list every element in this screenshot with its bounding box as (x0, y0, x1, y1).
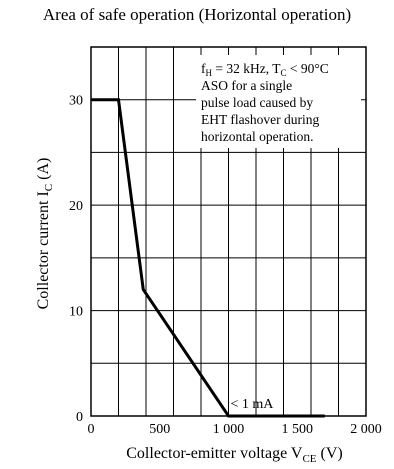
axis-label-part: Collector current I (35, 191, 52, 309)
annotation-box (196, 55, 361, 148)
y-tick-label: 20 (69, 199, 83, 214)
annotation-line: ASO for a single (201, 78, 292, 93)
annotation-segment: pulse load caused by (201, 95, 313, 110)
chart-title: Area of safe operation (Horizontal opera… (42, 5, 352, 24)
x-tick-label: 0 (88, 422, 95, 437)
y-tick-label: 10 (69, 305, 83, 320)
annotation-line: fH = 32 kHz, TC < 90°C (201, 61, 329, 78)
series-layer (91, 98, 325, 418)
x-tick-label: 1 000 (213, 422, 245, 437)
safe-operation-curve (91, 98, 325, 418)
x-axis-label: Collector-emitter voltage VCE (V) (126, 445, 343, 465)
annotation-segment: f (201, 61, 206, 76)
x-tick-label: 1 500 (282, 422, 314, 437)
annotation-segment: H (206, 68, 213, 78)
y-axis-label: Collector current IC (A) (35, 158, 55, 310)
x-axis-ticks: 0 500 1 000 1 500 2 000 (88, 422, 382, 437)
leakage-annotation: < 1 mA (231, 397, 275, 412)
axis-label-part: (V) (317, 445, 343, 462)
axis-label-part: (A) (35, 158, 52, 184)
annotation-segment: ASO for a single (201, 78, 292, 93)
axis-label-part: CE (302, 453, 316, 465)
annotation-segment: horizontal operation. (201, 129, 313, 144)
x-tick-label: 2 000 (350, 422, 382, 437)
axis-label-part: Collector-emitter voltage V (126, 445, 303, 462)
annotation-segment: C (280, 68, 286, 78)
annotation-line: horizontal operation. (201, 129, 313, 144)
y-tick-label: 0 (76, 410, 83, 425)
y-axis-ticks: 0 10 20 30 (69, 94, 83, 425)
axis-label-part: C (43, 184, 55, 191)
annotation-segment: = 32 kHz, T (212, 61, 281, 76)
annotation-segment: EHT flashover during (201, 112, 319, 127)
annotation-line: EHT flashover during (201, 112, 319, 127)
annotation-segment: < 90°C (287, 61, 329, 76)
x-tick-label: 500 (149, 422, 170, 437)
annotation-line: pulse load caused by (201, 95, 313, 110)
y-tick-label: 30 (69, 94, 83, 109)
